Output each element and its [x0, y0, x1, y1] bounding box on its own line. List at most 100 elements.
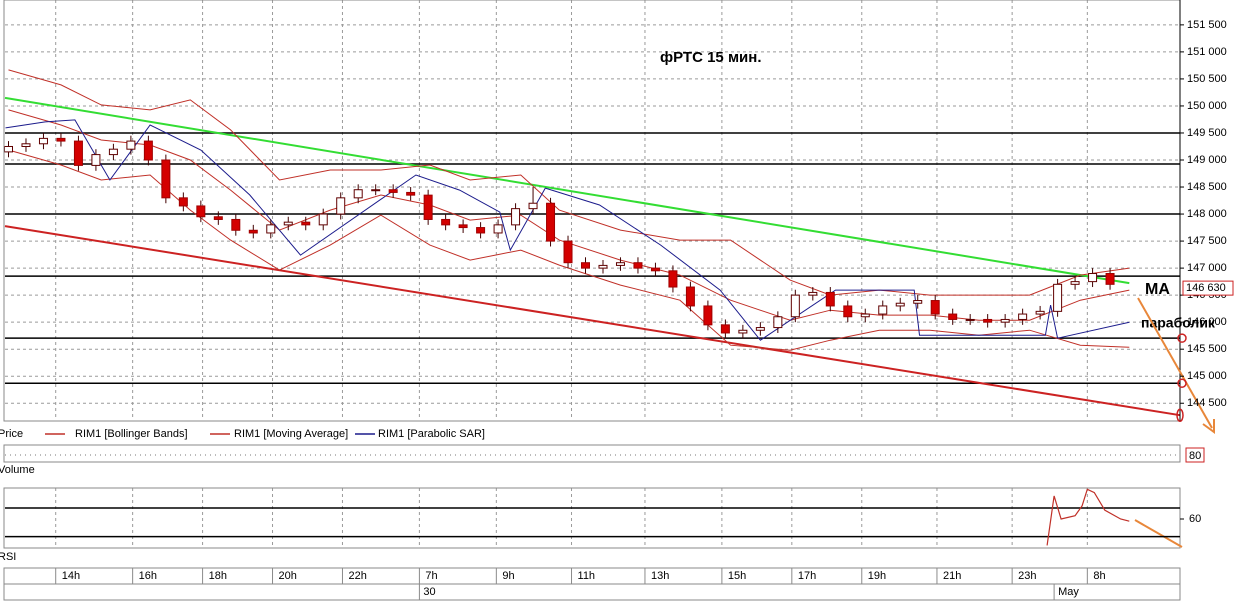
candle-body	[353, 189, 363, 199]
candle-body	[458, 224, 468, 229]
panel-label: RSI	[0, 551, 16, 563]
last-price-tag	[1182, 280, 1234, 296]
candle-body	[581, 262, 591, 269]
candle-body	[650, 267, 660, 272]
x-tick-label: 15h	[728, 570, 746, 582]
bollinger-upper	[8, 69, 1130, 296]
candle-body	[371, 189, 381, 192]
y-tick-label: 149 500	[1187, 127, 1227, 139]
candle-body	[1088, 273, 1098, 283]
y-tick-label: 148 000	[1187, 208, 1227, 220]
candle-body	[703, 305, 713, 326]
candle-body	[73, 140, 83, 166]
x-tick-label: 9h	[502, 570, 514, 582]
candle-body	[1105, 273, 1115, 285]
plot-layer	[3, 69, 1181, 417]
y-tick-label: 147 000	[1187, 262, 1227, 274]
candle-body	[790, 294, 800, 318]
y-tick-label: 149 000	[1187, 154, 1227, 166]
candle-body	[913, 300, 923, 304]
candle-body	[546, 202, 556, 242]
candle-body	[56, 137, 66, 142]
candle-body	[441, 218, 451, 226]
candle-body	[720, 324, 730, 334]
x-tick-label: 16h	[139, 570, 157, 582]
candle-body	[1000, 318, 1010, 323]
candle-body	[528, 202, 538, 210]
y-tick-label: 60	[1189, 513, 1201, 525]
y-tick-label: 145 500	[1187, 343, 1227, 355]
candle-body	[878, 305, 888, 315]
candle-body	[948, 313, 958, 320]
annotation-arrow	[1137, 297, 1213, 429]
y-tick-label: 151 500	[1187, 19, 1227, 31]
candle-body	[615, 262, 625, 266]
trendline	[4, 225, 1181, 417]
candle-body	[143, 140, 153, 161]
candle-body	[1018, 313, 1028, 320]
candle-body	[231, 218, 241, 231]
moving-average	[8, 109, 1130, 321]
legend-label: RIM1 [Parabolic SAR]	[378, 428, 485, 440]
volume-panel-frame	[3, 444, 1181, 463]
candle-body	[283, 221, 293, 226]
x-tick-label: 18h	[209, 570, 227, 582]
rsi-line	[1046, 488, 1130, 546]
candle-body	[930, 300, 940, 315]
candle-body	[301, 221, 311, 226]
candle-body	[825, 291, 835, 307]
candle-body	[860, 313, 870, 318]
y-tick-label: 147 500	[1187, 235, 1227, 247]
candle-body	[266, 224, 276, 234]
candle-body	[213, 216, 223, 220]
legend-label: RIM1 [Moving Average]	[234, 428, 348, 440]
candle-body	[91, 154, 101, 166]
x-tick-label: 17h	[798, 570, 816, 582]
candle-body	[808, 291, 818, 296]
candle-body	[336, 197, 346, 215]
y-tick-label: 144 500	[1187, 397, 1227, 409]
arrows	[1134, 297, 1215, 548]
candle-body	[598, 264, 608, 269]
x-tick-label: 13h	[651, 570, 669, 582]
trend-end-marker	[1176, 408, 1184, 422]
candle-body	[633, 262, 643, 269]
candle-body	[493, 224, 503, 234]
date-tick-label: 30	[423, 586, 435, 598]
candle-body	[21, 143, 31, 147]
x-tick-label: 23h	[1018, 570, 1036, 582]
x-tick-label: 8h	[1093, 570, 1105, 582]
candle-body	[755, 327, 765, 331]
candle-body	[965, 318, 975, 321]
last-price-label: 146 630	[1186, 282, 1226, 294]
candle-body	[685, 286, 695, 307]
y-tick-label: 150 500	[1187, 73, 1227, 85]
candle-body	[983, 318, 993, 323]
y-tick-label: 145 000	[1187, 370, 1227, 382]
candle-body	[318, 213, 328, 226]
candle-body	[1070, 281, 1080, 285]
x-tick-label: 20h	[279, 570, 297, 582]
annotation: параболик	[1141, 315, 1216, 331]
candle-body	[895, 302, 905, 307]
candle-body	[423, 194, 433, 220]
candle-body	[161, 159, 171, 199]
candle-body	[406, 191, 416, 196]
annotation: MA	[1145, 281, 1170, 298]
volume-marker	[1185, 447, 1205, 463]
candle-body	[668, 270, 678, 288]
trendline	[4, 96, 1130, 285]
legend-label: RIM1 [Bollinger Bands]	[75, 428, 188, 440]
y-tick-label: 151 000	[1187, 46, 1227, 58]
candle-body	[1035, 310, 1045, 315]
rsi-panel-frame	[3, 487, 1181, 549]
arrow-head	[1202, 419, 1215, 434]
candle-body	[388, 189, 398, 193]
candle-body	[563, 240, 573, 264]
candle-body	[196, 205, 206, 218]
candle-body	[843, 305, 853, 318]
level-marker	[1177, 333, 1187, 343]
x-tick-label: 11h	[578, 570, 596, 582]
